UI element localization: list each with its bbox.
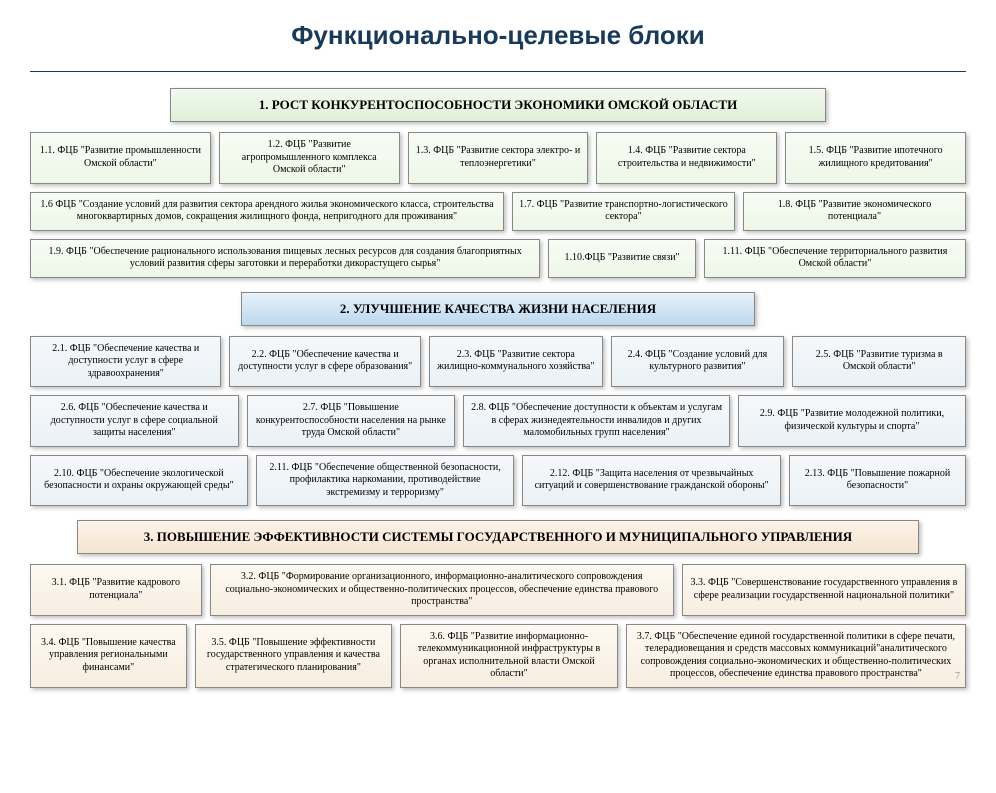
row: 2.6. ФЦБ "Обеспечение качества и доступн… — [30, 395, 966, 447]
section-header-1: 1. РОСТ КОНКУРЕНТОСПОСОБНОСТИ ЭКОНОМИКИ … — [170, 88, 825, 122]
block-box: 3.4. ФЦБ "Повышение качества управления … — [30, 624, 187, 688]
row: 2.10. ФЦБ "Обеспечение экологической без… — [30, 455, 966, 507]
block-box: 1.3. ФЦБ "Развитие сектора электро- и те… — [408, 132, 589, 184]
block-box: 1.2. ФЦБ "Развитие агропромышленного ком… — [219, 132, 400, 184]
block-box: 1.4. ФЦБ "Развитие сектора строительства… — [596, 132, 777, 184]
block-box: 2.5. ФЦБ "Развитие туризма в Омской обла… — [792, 336, 966, 388]
block-box: 2.9. ФЦБ "Развитие молодежной политики, … — [738, 395, 966, 447]
block-box: 1.6 ФЦБ "Создание условий для развития с… — [30, 192, 504, 231]
row: 1.1. ФЦБ "Развитие промышленности Омской… — [30, 132, 966, 184]
sections-container: 1. РОСТ КОНКУРЕНТОСПОСОБНОСТИ ЭКОНОМИКИ … — [30, 88, 966, 688]
block-box: 1.5. ФЦБ "Развитие ипотечного жилищного … — [785, 132, 966, 184]
row: 3.1. ФЦБ "Развитие кадрового потенциала"… — [30, 564, 966, 616]
block-box: 1.10.ФЦБ "Развитие связи" — [548, 239, 696, 278]
block-box: 3.2. ФЦБ "Формирование организационного,… — [210, 564, 674, 616]
block-box: 1.1. ФЦБ "Развитие промышленности Омской… — [30, 132, 211, 184]
block-box: 2.3. ФЦБ "Развитие сектора жилищно-комму… — [429, 336, 603, 388]
block-box: 1.9. ФЦБ "Обеспечение рационального испо… — [30, 239, 540, 278]
block-box: 2.4. ФЦБ "Создание условий для культурно… — [611, 336, 785, 388]
block-box: 3.1. ФЦБ "Развитие кадрового потенциала" — [30, 564, 202, 616]
block-box: 2.10. ФЦБ "Обеспечение экологической без… — [30, 455, 248, 507]
block-box: 2.11. ФЦБ "Обеспечение общественной безо… — [256, 455, 515, 507]
block-box: 2.1. ФЦБ "Обеспечение качества и доступн… — [30, 336, 221, 388]
section-header-2: 2. УЛУЧШЕНИЕ КАЧЕСТВА ЖИЗНИ НАСЕЛЕНИЯ — [241, 292, 756, 326]
row: 2.1. ФЦБ "Обеспечение качества и доступн… — [30, 336, 966, 388]
row: 1.9. ФЦБ "Обеспечение рационального испо… — [30, 239, 966, 278]
block-box: 2.13. ФЦБ "Повышение пожарной безопаснос… — [789, 455, 966, 507]
page-title: Функционально-целевые блоки — [30, 20, 966, 51]
block-box: 2.12. ФЦБ "Защита населения от чрезвычай… — [522, 455, 781, 507]
row: 1.6 ФЦБ "Создание условий для развития с… — [30, 192, 966, 231]
top-rule — [30, 71, 966, 72]
row: 3.4. ФЦБ "Повышение качества управления … — [30, 624, 966, 688]
block-box: 2.7. ФЦБ "Повышение конкурентоспособност… — [247, 395, 456, 447]
block-box: 2.6. ФЦБ "Обеспечение качества и доступн… — [30, 395, 239, 447]
block-box: 2.8. ФЦБ "Обеспечение доступности к объе… — [463, 395, 730, 447]
block-box: 3.3. ФЦБ "Совершенствование государствен… — [682, 564, 966, 616]
section-header-3: 3. ПОВЫШЕНИЕ ЭФФЕКТИВНОСТИ СИСТЕМЫ ГОСУД… — [77, 520, 919, 554]
block-box: 2.2. ФЦБ "Обеспечение качества и доступн… — [229, 336, 420, 388]
block-box: 1.8. ФЦБ "Развитие экономического потенц… — [743, 192, 966, 231]
page-number: 7 — [955, 671, 960, 682]
block-box: 1.11. ФЦБ "Обеспечение территориального … — [704, 239, 966, 278]
block-box: 3.5. ФЦБ "Повышение эффективности госуда… — [195, 624, 392, 688]
block-box: 1.7. ФЦБ "Развитие транспортно-логистиче… — [512, 192, 735, 231]
block-box: 3.6. ФЦБ "Развитие информационно-телеком… — [400, 624, 618, 688]
block-box: 3.7. ФЦБ "Обеспечение единой государстве… — [626, 624, 966, 688]
